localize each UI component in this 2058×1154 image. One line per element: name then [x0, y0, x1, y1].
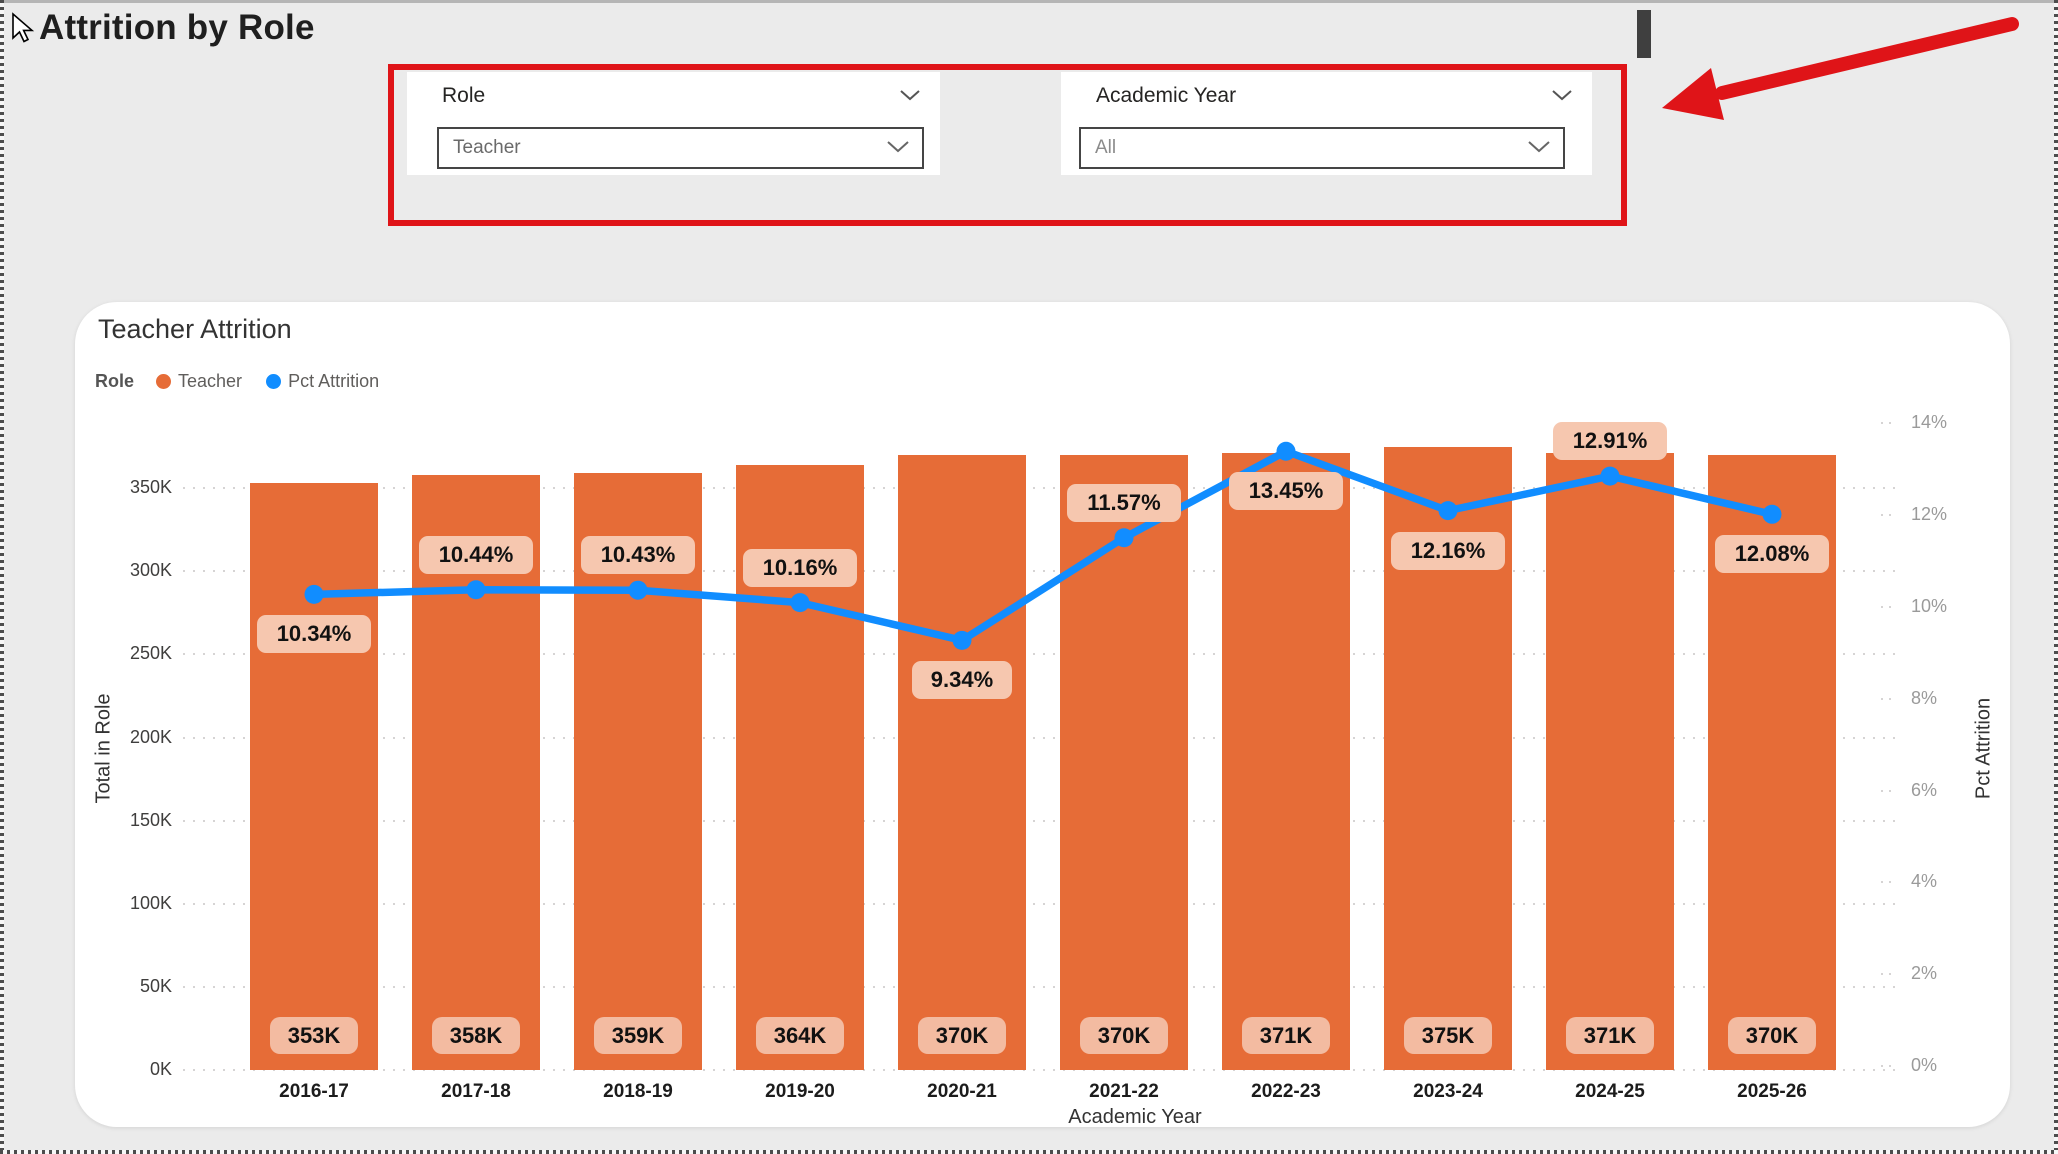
gridline-250K	[183, 653, 1903, 656]
bar-2020-21[interactable]	[898, 454, 1026, 1070]
role-dropdown[interactable]: Teacher	[437, 127, 924, 169]
x-axis-label-2018-19: 2018-19	[603, 1081, 673, 1102]
bar-2022-23[interactable]	[1222, 453, 1350, 1070]
bar-2021-22[interactable]	[1060, 454, 1188, 1070]
teacher-attrition-chart-card: Teacher Attrition Role Teacher Pct Attri…	[75, 302, 2010, 1128]
bar-value-label-2023-24: 375K	[1404, 1017, 1492, 1054]
bar-value-label-2022-23: 371K	[1242, 1017, 1330, 1054]
y-axis-label-left: 150K	[129, 809, 172, 830]
y-axis-label-right: 0%	[1911, 1055, 1938, 1075]
chevron-down-icon[interactable]	[1551, 88, 1573, 102]
bar-value-label-2017-18: 358K	[432, 1017, 520, 1054]
y-axis-title-right: Pct Attrition	[1972, 697, 1995, 800]
line-value-label-2016-17: 10.34%	[257, 615, 371, 654]
x-axis-label-2024-25: 2024-25	[1575, 1081, 1645, 1102]
bar-value-label-2021-22: 370K	[1080, 1017, 1168, 1054]
x-axis-label-2019-20: 2019-20	[765, 1081, 835, 1102]
bar-value-label-2025-26: 370K	[1728, 1017, 1816, 1054]
bar-value-label-2018-19: 359K	[594, 1017, 682, 1054]
y-axis-label-left: 300K	[129, 560, 172, 581]
line-value-label-2022-23: 13.45%	[1229, 472, 1343, 511]
right-axis-tick	[1881, 605, 1897, 608]
chart-legend: Role Teacher Pct Attrition	[95, 370, 403, 392]
y-axis-label-right: 12%	[1911, 504, 1948, 525]
x-axis-label-2020-21: 2020-21	[927, 1081, 997, 1102]
bar-value-label-2016-17: 353K	[270, 1017, 358, 1054]
line-value-label-2021-22: 11.57%	[1067, 483, 1181, 522]
academic-year-dropdown[interactable]: All	[1079, 127, 1565, 169]
pct-attrition-series-dot-icon	[266, 373, 282, 389]
y-axis-label-left: 50K	[139, 975, 172, 996]
right-axis-tick	[1881, 514, 1897, 517]
gridline-100K	[183, 902, 1903, 905]
line-value-label-2025-26: 12.08%	[1715, 535, 1829, 574]
mouse-cursor-icon	[12, 12, 35, 43]
frame-left-dotted-border	[0, 0, 4, 1154]
bar-2016-17[interactable]	[250, 483, 378, 1070]
line-value-label-2024-25: 12.91%	[1553, 422, 1667, 461]
line-value-label-2017-18: 10.44%	[419, 535, 533, 574]
line-value-label-2018-19: 10.43%	[581, 536, 695, 575]
role-dropdown-value: Teacher	[453, 137, 521, 158]
role-slicer: Role Teacher	[407, 72, 940, 175]
teacher-series-dot-icon	[156, 373, 172, 389]
academic-year-slicer: Academic Year All	[1061, 72, 1592, 175]
chevron-down-icon[interactable]	[899, 88, 921, 102]
page-title: Attrition by Role	[39, 8, 315, 47]
y-axis-label-left: 350K	[129, 477, 172, 498]
legend-title: Role	[95, 370, 135, 391]
x-axis-label-2017-18: 2017-18	[441, 1081, 511, 1102]
right-axis-tick	[1881, 1065, 1897, 1067]
frame-top-border	[0, 0, 2058, 3]
y-axis-label-left: 100K	[129, 892, 172, 913]
y-axis-label-left: 200K	[129, 726, 172, 747]
gridline-200K	[183, 736, 1903, 739]
line-value-label-2019-20: 10.16%	[743, 548, 857, 587]
y-axis-label-right: 14%	[1911, 412, 1948, 433]
bar-value-label-2019-20: 364K	[756, 1017, 844, 1054]
y-axis-label-right: 4%	[1911, 871, 1938, 892]
x-axis-label-2016-17: 2016-17	[279, 1081, 349, 1102]
y-axis-label-right: 8%	[1911, 687, 1938, 708]
y-axis-label-right: 10%	[1911, 595, 1948, 616]
right-axis-tick	[1881, 697, 1897, 700]
x-axis-label-2025-26: 2025-26	[1737, 1081, 1807, 1102]
plot-area: 0K 50K 100K 150K 200K 250K 300K 350K 0% 2% 4% 6% 8% 1…	[75, 302, 2010, 1127]
chevron-down-icon[interactable]	[886, 139, 910, 155]
text-cursor-mark	[1637, 10, 1651, 58]
right-axis-tick	[1881, 881, 1897, 884]
right-axis-tick	[1881, 422, 1897, 425]
y-axis-label-left: 0K	[149, 1059, 172, 1079]
frame-right-dotted-border	[2054, 0, 2058, 1154]
y-axis-label-right: 2%	[1911, 963, 1938, 984]
y-axis-label-left: 250K	[129, 643, 172, 664]
right-axis-tick	[1881, 789, 1897, 792]
x-axis-label-2023-24: 2023-24	[1413, 1081, 1483, 1102]
legend-item-pct-attrition[interactable]: Pct Attrition	[288, 370, 380, 391]
academic-year-slicer-title: Academic Year	[1096, 84, 1237, 107]
gridline-0K	[183, 1069, 1903, 1071]
academic-year-dropdown-value: All	[1095, 137, 1117, 158]
gridline-50K	[183, 985, 1903, 988]
bar-value-label-2024-25: 371K	[1566, 1017, 1654, 1054]
x-axis-label-2022-23: 2022-23	[1251, 1081, 1321, 1102]
line-value-label-2023-24: 12.16%	[1391, 531, 1505, 570]
x-axis-title: Academic Year	[1068, 1106, 1202, 1128]
frame-bottom-dotted-border	[0, 1150, 2058, 1154]
y-axis-title-left: Total in Role	[92, 693, 115, 804]
right-axis-tick	[1881, 973, 1897, 976]
y-axis-label-right: 6%	[1911, 779, 1938, 800]
x-axis-label-2021-22: 2021-22	[1089, 1081, 1159, 1102]
bar-value-label-2020-21: 370K	[918, 1017, 1006, 1054]
line-value-label-2020-21: 9.34%	[912, 661, 1012, 700]
legend-item-teacher[interactable]: Teacher	[178, 370, 243, 391]
bar-2024-25[interactable]	[1546, 453, 1674, 1070]
gridline-150K	[183, 819, 1903, 822]
chevron-down-icon[interactable]	[1527, 139, 1551, 155]
chart-title: Teacher Attrition	[98, 314, 292, 344]
role-slicer-title: Role	[442, 84, 486, 107]
